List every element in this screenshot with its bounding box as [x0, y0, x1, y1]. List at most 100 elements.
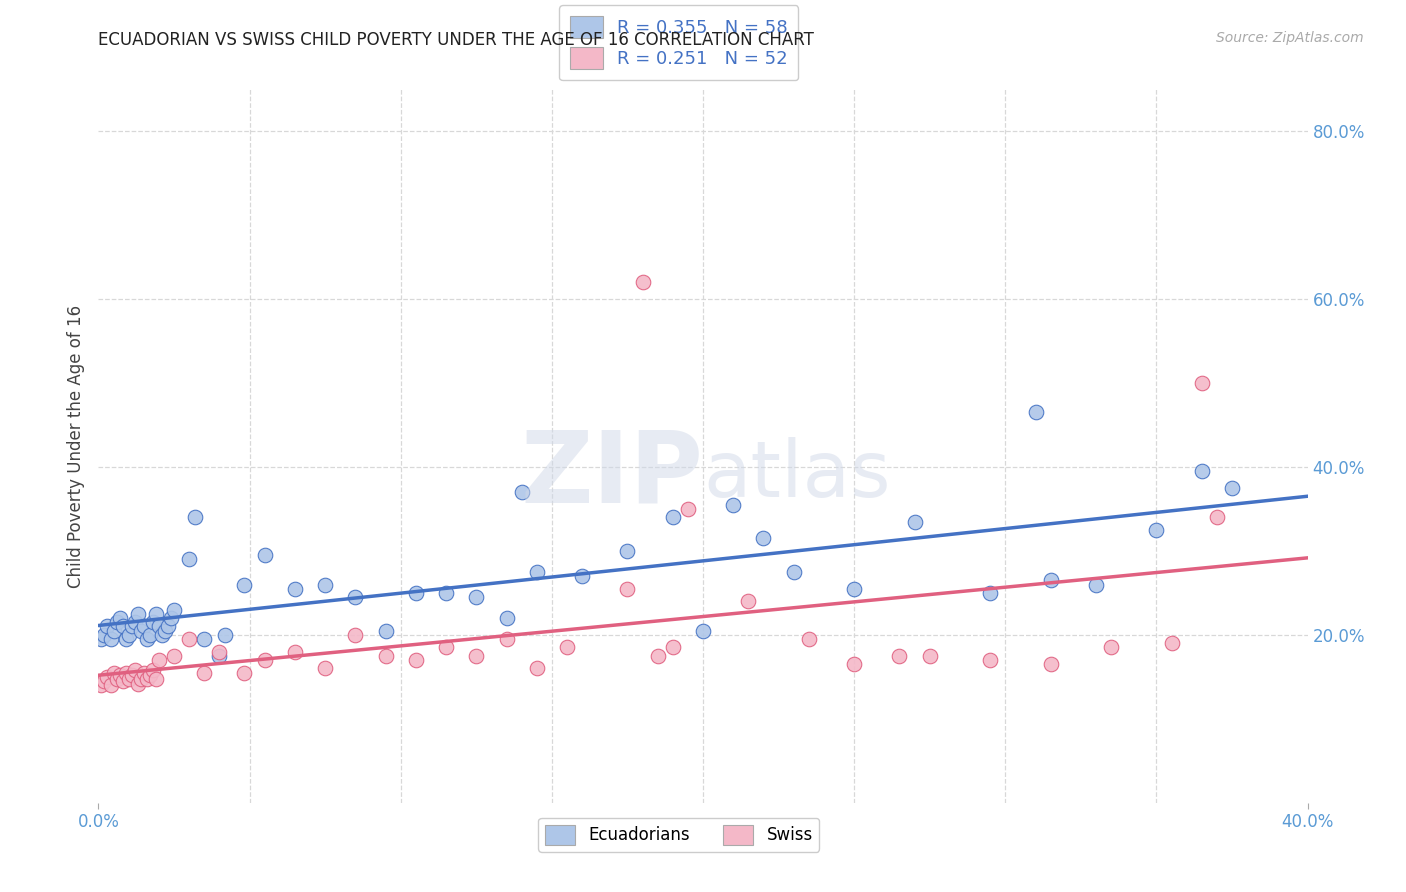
Point — [208, 648, 231, 663]
Point — [193, 632, 215, 646]
Point — [127, 607, 149, 621]
Point — [526, 661, 548, 675]
Point — [344, 590, 367, 604]
Point — [737, 594, 759, 608]
Point — [232, 665, 254, 680]
Point — [555, 640, 578, 655]
Point — [124, 663, 146, 677]
Point — [1039, 574, 1062, 588]
Point — [904, 515, 927, 529]
Point — [661, 510, 683, 524]
Point — [1024, 405, 1046, 419]
Point — [465, 648, 488, 663]
Point — [1039, 657, 1062, 672]
Point — [118, 672, 141, 686]
Point — [118, 628, 141, 642]
Point — [127, 676, 149, 690]
Point — [93, 674, 115, 689]
Text: ZIP: ZIP — [520, 426, 703, 523]
Point — [214, 628, 236, 642]
Point — [103, 665, 125, 680]
Point — [111, 619, 134, 633]
Point — [797, 632, 820, 646]
Point — [108, 611, 131, 625]
Point — [139, 668, 162, 682]
Point — [889, 648, 911, 663]
Point — [132, 619, 155, 633]
Point — [132, 665, 155, 680]
Point — [374, 624, 396, 638]
Point — [179, 632, 201, 646]
Point — [163, 648, 186, 663]
Point — [631, 275, 654, 289]
Point — [124, 615, 146, 630]
Point — [111, 674, 134, 689]
Point — [253, 548, 276, 562]
Point — [405, 586, 427, 600]
Point — [374, 648, 396, 663]
Point — [495, 611, 517, 625]
Point — [1220, 481, 1243, 495]
Point — [163, 603, 186, 617]
Point — [139, 628, 162, 642]
Point — [979, 586, 1001, 600]
Point — [150, 628, 173, 642]
Point — [160, 611, 183, 625]
Point — [314, 577, 336, 591]
Point — [96, 619, 118, 633]
Point — [647, 648, 669, 663]
Point — [156, 619, 179, 633]
Point — [979, 653, 1001, 667]
Point — [100, 632, 122, 646]
Point — [148, 619, 170, 633]
Point — [105, 615, 128, 630]
Point — [90, 678, 112, 692]
Point — [783, 565, 806, 579]
Point — [434, 640, 457, 655]
Point — [108, 668, 131, 682]
Text: atlas: atlas — [703, 436, 890, 513]
Point — [495, 632, 517, 646]
Point — [135, 672, 157, 686]
Point — [145, 607, 167, 621]
Point — [253, 653, 276, 667]
Point — [1206, 510, 1229, 524]
Point — [284, 645, 307, 659]
Point — [142, 663, 165, 677]
Point — [918, 648, 941, 663]
Point — [284, 582, 307, 596]
Point — [208, 645, 231, 659]
Legend: Ecuadorians, Swiss: Ecuadorians, Swiss — [538, 818, 820, 852]
Point — [465, 590, 488, 604]
Point — [1144, 523, 1167, 537]
Point — [571, 569, 593, 583]
Point — [96, 670, 118, 684]
Point — [1160, 636, 1182, 650]
Point — [405, 653, 427, 667]
Point — [1191, 464, 1213, 478]
Point — [129, 672, 152, 686]
Point — [90, 632, 112, 646]
Text: ECUADORIAN VS SWISS CHILD POVERTY UNDER THE AGE OF 16 CORRELATION CHART: ECUADORIAN VS SWISS CHILD POVERTY UNDER … — [98, 31, 814, 49]
Point — [616, 544, 638, 558]
Point — [179, 552, 201, 566]
Point — [105, 672, 128, 686]
Point — [661, 640, 683, 655]
Point — [526, 565, 548, 579]
Point — [114, 632, 136, 646]
Point — [148, 653, 170, 667]
Point — [100, 678, 122, 692]
Point — [1085, 577, 1108, 591]
Point — [121, 668, 143, 682]
Point — [1191, 376, 1213, 390]
Text: Source: ZipAtlas.com: Source: ZipAtlas.com — [1216, 31, 1364, 45]
Point — [103, 624, 125, 638]
Point — [135, 632, 157, 646]
Point — [93, 628, 115, 642]
Point — [142, 615, 165, 630]
Point — [314, 661, 336, 675]
Point — [1099, 640, 1122, 655]
Point — [232, 577, 254, 591]
Point — [193, 665, 215, 680]
Point — [184, 510, 207, 524]
